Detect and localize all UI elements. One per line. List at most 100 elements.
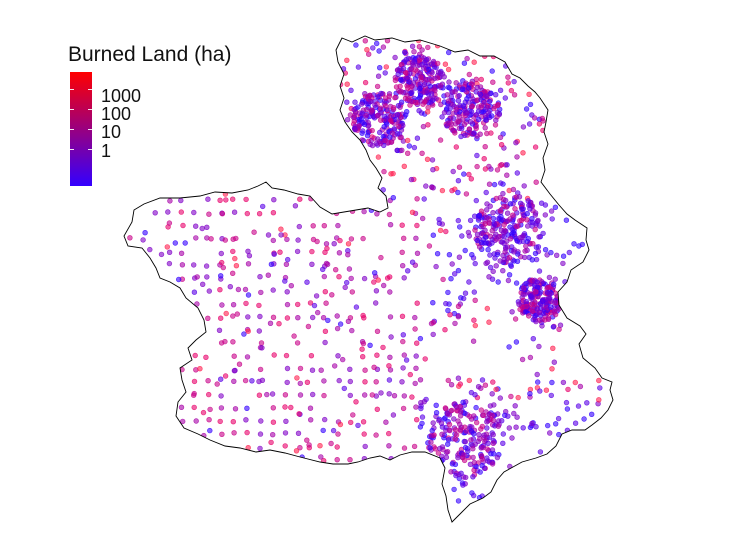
fire-point bbox=[491, 221, 497, 228]
fire-point bbox=[369, 127, 375, 134]
fire-point bbox=[422, 356, 428, 362]
fire-point bbox=[525, 313, 532, 319]
fire-point bbox=[382, 70, 388, 76]
fire-point bbox=[294, 340, 301, 346]
fire-point bbox=[336, 250, 343, 256]
fire-point bbox=[344, 99, 350, 105]
fire-point bbox=[527, 391, 533, 397]
fire-point bbox=[390, 104, 397, 111]
fire-point bbox=[512, 206, 518, 212]
fire-point bbox=[460, 482, 466, 488]
fire-point bbox=[374, 40, 380, 47]
fire-point bbox=[452, 436, 458, 442]
fire-point bbox=[409, 209, 416, 216]
fire-point bbox=[306, 442, 312, 448]
fire-point bbox=[498, 180, 504, 186]
fire-point bbox=[456, 383, 462, 389]
legend-tick-left bbox=[70, 149, 74, 150]
fire-point bbox=[485, 440, 491, 446]
fire-point bbox=[457, 403, 463, 410]
fire-point bbox=[597, 385, 603, 391]
fire-point bbox=[434, 251, 441, 257]
fire-point bbox=[321, 273, 327, 280]
fire-point bbox=[337, 421, 344, 428]
fire-point bbox=[482, 234, 489, 240]
fire-point bbox=[390, 412, 397, 418]
fire-point bbox=[320, 266, 326, 273]
fire-point bbox=[530, 336, 536, 342]
fire-point bbox=[453, 107, 459, 113]
fire-point bbox=[477, 91, 484, 98]
fire-point bbox=[396, 123, 402, 130]
fire-point bbox=[489, 391, 495, 397]
fire-point bbox=[536, 121, 543, 127]
fire-point bbox=[546, 430, 553, 436]
fire-point bbox=[400, 65, 407, 72]
fire-point bbox=[469, 252, 475, 258]
fire-point bbox=[398, 77, 404, 83]
fire-point bbox=[265, 272, 271, 278]
fire-point bbox=[244, 354, 251, 360]
fire-point bbox=[271, 352, 277, 358]
fire-point bbox=[463, 428, 469, 434]
fire-point bbox=[457, 409, 464, 415]
fire-point bbox=[514, 258, 521, 264]
fire-point bbox=[439, 444, 446, 450]
fire-point bbox=[467, 118, 474, 125]
fire-point bbox=[367, 342, 373, 348]
fire-point bbox=[431, 95, 437, 101]
fire-point bbox=[480, 412, 486, 418]
fire-point bbox=[533, 244, 540, 250]
fire-point bbox=[392, 94, 398, 101]
fire-point bbox=[360, 354, 366, 360]
fire-point bbox=[393, 84, 400, 90]
fire-point bbox=[498, 162, 505, 168]
fire-point bbox=[533, 289, 539, 295]
fire-point bbox=[344, 81, 350, 87]
fire-point bbox=[373, 140, 380, 147]
fire-point bbox=[158, 251, 165, 258]
fire-point bbox=[548, 304, 554, 310]
fire-point bbox=[527, 354, 534, 361]
fire-point bbox=[495, 423, 501, 429]
fire-point bbox=[371, 279, 377, 285]
fire-point bbox=[455, 454, 461, 461]
fire-point bbox=[452, 88, 458, 95]
fire-point bbox=[323, 300, 329, 306]
fire-point bbox=[258, 418, 264, 424]
fire-point bbox=[468, 428, 475, 434]
fire-point bbox=[497, 87, 504, 94]
fire-point bbox=[581, 416, 587, 422]
fire-point bbox=[529, 308, 536, 314]
fire-point bbox=[387, 354, 393, 360]
fire-point bbox=[372, 270, 378, 276]
fire-point bbox=[288, 283, 294, 289]
fire-point bbox=[427, 445, 433, 451]
fire-point bbox=[529, 219, 535, 226]
fire-point bbox=[257, 313, 263, 320]
fire-point bbox=[361, 275, 368, 282]
fire-point bbox=[495, 234, 501, 240]
fire-point bbox=[219, 211, 226, 217]
fire-point bbox=[543, 387, 550, 393]
fire-point bbox=[552, 276, 558, 282]
fire-point bbox=[466, 377, 472, 384]
fire-point bbox=[214, 381, 220, 387]
fire-point bbox=[437, 227, 444, 234]
fire-point bbox=[193, 223, 199, 229]
fire-point bbox=[455, 178, 462, 184]
fire-point bbox=[484, 419, 490, 425]
fire-point bbox=[462, 247, 468, 254]
fire-point bbox=[203, 263, 210, 269]
fire-point bbox=[325, 317, 331, 324]
fire-point bbox=[588, 411, 595, 417]
fire-point bbox=[164, 244, 171, 250]
fire-point bbox=[596, 397, 602, 403]
fire-point bbox=[512, 403, 518, 409]
fire-point bbox=[320, 427, 326, 434]
fire-point bbox=[140, 237, 146, 243]
fire-point bbox=[234, 311, 241, 317]
fire-point bbox=[203, 354, 209, 360]
fire-point bbox=[472, 227, 478, 233]
legend-tick-left bbox=[70, 89, 74, 90]
